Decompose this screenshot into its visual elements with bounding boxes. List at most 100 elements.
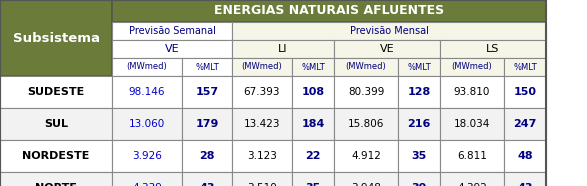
Text: NORDESTE: NORDESTE xyxy=(22,151,90,161)
Text: 43: 43 xyxy=(199,183,215,186)
Text: 3.926: 3.926 xyxy=(132,151,162,161)
Text: Previsão Semanal: Previsão Semanal xyxy=(129,26,215,36)
Text: LI: LI xyxy=(278,44,288,54)
Text: %MLT: %MLT xyxy=(513,62,537,71)
Bar xyxy=(440,58,504,76)
Bar xyxy=(112,22,232,40)
Bar xyxy=(112,0,546,22)
Text: 247: 247 xyxy=(513,119,537,129)
Text: SUDESTE: SUDESTE xyxy=(28,87,85,97)
Text: VE: VE xyxy=(165,44,179,54)
Bar xyxy=(504,108,546,140)
Bar xyxy=(334,140,398,172)
Text: VE: VE xyxy=(380,44,394,54)
Bar xyxy=(232,40,334,58)
Text: 13.423: 13.423 xyxy=(244,119,280,129)
Text: %MLT: %MLT xyxy=(195,62,219,71)
Bar xyxy=(0,140,112,172)
Bar xyxy=(0,76,112,108)
Text: 39: 39 xyxy=(411,183,427,186)
Text: 184: 184 xyxy=(301,119,325,129)
Text: 108: 108 xyxy=(302,87,325,97)
Bar xyxy=(292,58,334,76)
Bar xyxy=(398,58,440,76)
Bar xyxy=(334,172,398,186)
Text: 43: 43 xyxy=(517,183,533,186)
Bar xyxy=(182,172,232,186)
Bar xyxy=(440,40,546,58)
Bar xyxy=(504,140,546,172)
Bar xyxy=(504,172,546,186)
Bar xyxy=(440,140,504,172)
Bar xyxy=(292,108,334,140)
Bar xyxy=(182,76,232,108)
Text: LS: LS xyxy=(486,44,500,54)
Bar xyxy=(398,108,440,140)
Text: 22: 22 xyxy=(305,151,321,161)
Bar xyxy=(232,22,546,40)
Bar xyxy=(292,172,334,186)
Text: (MWmed): (MWmed) xyxy=(242,62,282,71)
Bar xyxy=(504,58,546,76)
Text: 157: 157 xyxy=(195,87,218,97)
Text: SUL: SUL xyxy=(44,119,68,129)
Bar xyxy=(440,108,504,140)
Text: 98.146: 98.146 xyxy=(129,87,166,97)
Text: 6.811: 6.811 xyxy=(457,151,487,161)
Text: 15.806: 15.806 xyxy=(348,119,384,129)
Text: 35: 35 xyxy=(305,183,321,186)
Bar xyxy=(398,76,440,108)
Text: 4.912: 4.912 xyxy=(351,151,381,161)
Bar xyxy=(112,140,182,172)
Text: 3.948: 3.948 xyxy=(351,183,381,186)
Text: 67.393: 67.393 xyxy=(244,87,280,97)
Bar xyxy=(440,172,504,186)
Bar xyxy=(504,76,546,108)
Bar xyxy=(334,108,398,140)
Bar xyxy=(292,140,334,172)
Text: %MLT: %MLT xyxy=(407,62,431,71)
Text: 35: 35 xyxy=(411,151,427,161)
Bar xyxy=(182,140,232,172)
Text: (MWmed): (MWmed) xyxy=(127,62,167,71)
Bar xyxy=(0,108,112,140)
Text: (MWmed): (MWmed) xyxy=(346,62,386,71)
Text: 4.339: 4.339 xyxy=(132,183,162,186)
Text: 80.399: 80.399 xyxy=(348,87,384,97)
Bar xyxy=(112,108,182,140)
Text: 3.510: 3.510 xyxy=(247,183,277,186)
Bar xyxy=(182,58,232,76)
Text: 150: 150 xyxy=(514,87,537,97)
Bar xyxy=(232,58,292,76)
Text: 28: 28 xyxy=(199,151,215,161)
Bar xyxy=(334,40,440,58)
Text: 3.123: 3.123 xyxy=(247,151,277,161)
Text: (MWmed): (MWmed) xyxy=(451,62,492,71)
Bar xyxy=(112,172,182,186)
Bar xyxy=(232,140,292,172)
Bar xyxy=(0,0,112,76)
Text: 179: 179 xyxy=(195,119,219,129)
Bar xyxy=(292,76,334,108)
Text: Subsistema: Subsistema xyxy=(12,31,100,44)
Bar xyxy=(440,76,504,108)
Text: %MLT: %MLT xyxy=(301,62,325,71)
Text: NORTE: NORTE xyxy=(35,183,77,186)
Bar xyxy=(232,172,292,186)
Text: 48: 48 xyxy=(517,151,533,161)
Bar xyxy=(398,172,440,186)
Text: 93.810: 93.810 xyxy=(454,87,490,97)
Bar xyxy=(334,58,398,76)
Text: 128: 128 xyxy=(407,87,431,97)
Bar xyxy=(232,76,292,108)
Bar xyxy=(112,40,232,58)
Bar xyxy=(112,76,182,108)
Text: 13.060: 13.060 xyxy=(129,119,165,129)
Text: Previsão Mensal: Previsão Mensal xyxy=(350,26,429,36)
Bar xyxy=(0,172,112,186)
Text: ENERGIAS NATURAIS AFLUENTES: ENERGIAS NATURAIS AFLUENTES xyxy=(214,4,444,17)
Bar xyxy=(112,58,182,76)
Bar xyxy=(398,140,440,172)
Bar xyxy=(232,108,292,140)
Text: 18.034: 18.034 xyxy=(454,119,490,129)
